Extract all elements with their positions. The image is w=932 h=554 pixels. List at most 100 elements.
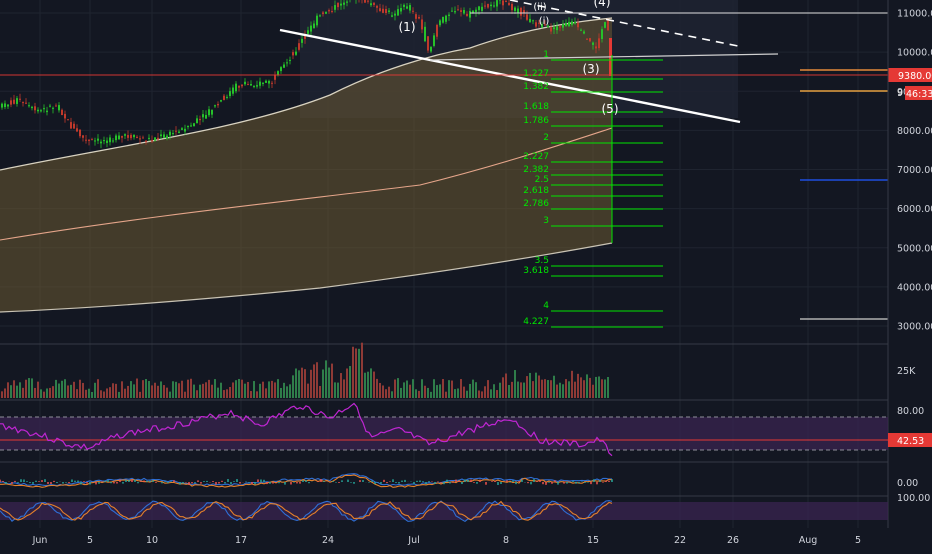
volume-bar <box>226 389 228 398</box>
stoch-rsi-panel <box>0 501 888 522</box>
volume-bar <box>361 343 363 398</box>
volume-bar <box>37 382 39 398</box>
candle-body <box>403 5 405 7</box>
volume-bar <box>244 384 246 398</box>
candle-body <box>340 4 342 6</box>
candle-body <box>73 124 75 129</box>
volume-bar <box>550 380 552 398</box>
volume-bar <box>565 379 567 398</box>
candle-body <box>283 65 285 68</box>
candle-body <box>412 11 414 12</box>
candle-body <box>457 9 459 10</box>
candle-body <box>286 62 288 63</box>
candle-body <box>316 16 318 26</box>
volume-bar <box>388 387 390 398</box>
candle-body <box>241 85 243 87</box>
volume-bar <box>163 385 165 398</box>
candle-body <box>313 24 315 29</box>
candle-body <box>232 88 234 94</box>
candle-body <box>598 38 600 48</box>
volume-bar <box>220 383 222 398</box>
volume-bar <box>583 380 585 398</box>
volume-bar <box>484 386 486 398</box>
candle-body <box>88 140 90 141</box>
volume-bar <box>133 384 135 398</box>
volume-bar <box>154 383 156 398</box>
volume-bar <box>430 392 432 398</box>
volume-bar <box>412 379 414 398</box>
volume-bar <box>148 381 150 398</box>
candle-body <box>415 14 417 19</box>
candle-body <box>595 46 597 48</box>
time-tick-label: 26 <box>727 535 739 546</box>
volume-bar <box>415 389 417 398</box>
candle-body <box>148 138 150 139</box>
candle-body <box>211 110 213 115</box>
candle-body <box>562 24 564 28</box>
volume-bar <box>151 385 153 398</box>
candle-body <box>436 25 438 37</box>
candle-body <box>67 119 69 120</box>
time-tick-label: Aug <box>799 535 818 546</box>
volume-bar <box>559 383 561 398</box>
candle-body <box>265 81 267 83</box>
volume-bar <box>436 385 438 398</box>
candle-body <box>577 23 579 28</box>
candle-body <box>454 11 456 12</box>
candle-body <box>376 6 378 8</box>
volume-bar <box>607 377 609 398</box>
candle-body <box>472 11 474 13</box>
volume-bar <box>97 379 99 398</box>
fib-level-label: 2.618 <box>523 186 549 196</box>
price-tick-label: 5000.00 <box>897 243 932 254</box>
volume-bar <box>445 392 447 398</box>
volume-bar <box>604 379 606 398</box>
volume-bar <box>1 391 3 398</box>
volume-bar <box>214 379 216 398</box>
volume-bar <box>442 379 444 398</box>
volume-bar <box>265 388 267 398</box>
candle-body <box>277 71 279 75</box>
candle-body <box>97 139 99 141</box>
volume-bar <box>553 376 555 398</box>
candle-body <box>409 5 411 11</box>
volume-bar <box>283 383 285 398</box>
candle-body <box>169 132 171 136</box>
wave-label: (5) <box>602 102 619 116</box>
countdown-tag: 9 46:33 <box>897 86 932 100</box>
volume-bar <box>568 381 570 398</box>
volume-bar <box>25 380 27 398</box>
candle-body <box>280 67 282 71</box>
volume-bar <box>58 384 60 398</box>
volume-bar <box>229 387 231 398</box>
candle-body <box>394 14 396 16</box>
candle-body <box>259 82 261 86</box>
volume-bar <box>55 380 57 398</box>
candle-body <box>574 22 576 23</box>
volume-bar <box>349 366 351 398</box>
candle-body <box>61 110 63 115</box>
volume-bar <box>367 372 369 398</box>
volume-bar <box>397 378 399 398</box>
volume-bar <box>502 377 504 398</box>
candle-body <box>487 4 489 8</box>
volume-bar <box>277 379 279 398</box>
fib-level-label: 3.5 <box>535 256 549 266</box>
volume-bar <box>130 381 132 398</box>
candle-body <box>382 9 384 13</box>
volume-bar <box>298 370 300 398</box>
volume-bar <box>127 386 129 398</box>
candle-body <box>187 126 189 127</box>
volume-bar <box>73 382 75 398</box>
candle-body <box>391 15 393 16</box>
candle-body <box>16 98 18 104</box>
candle-body <box>58 105 60 110</box>
candle-body <box>424 27 426 41</box>
candle-body <box>289 60 291 61</box>
candle-body <box>520 8 522 16</box>
candle-body <box>229 91 231 96</box>
volume-bar <box>466 391 468 398</box>
fib-level-label: 1.382 <box>523 82 549 92</box>
